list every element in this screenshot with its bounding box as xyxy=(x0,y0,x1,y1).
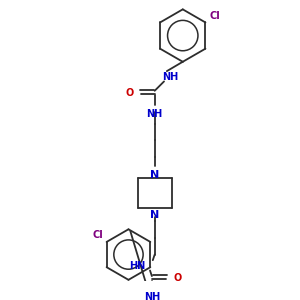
Text: HN: HN xyxy=(129,261,145,271)
Text: O: O xyxy=(126,88,134,98)
Text: N: N xyxy=(150,170,159,180)
Text: O: O xyxy=(173,273,181,283)
Text: Cl: Cl xyxy=(92,230,103,240)
Text: NH: NH xyxy=(147,110,163,119)
Text: NH: NH xyxy=(144,292,160,300)
Text: NH: NH xyxy=(162,72,178,82)
Text: Cl: Cl xyxy=(209,11,220,21)
Text: N: N xyxy=(150,210,159,220)
